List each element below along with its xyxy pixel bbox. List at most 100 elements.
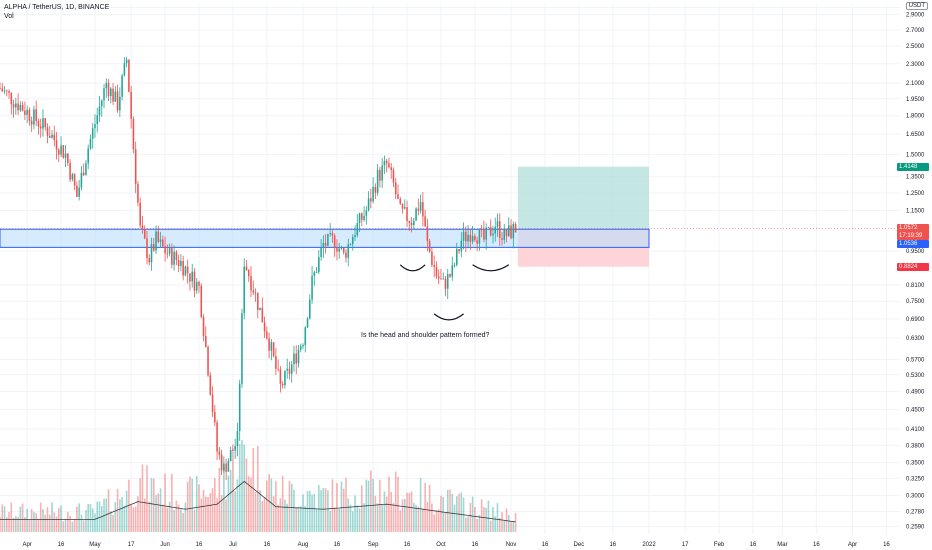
candle-countdown: 17:19:39 (899, 233, 923, 240)
candle-body (485, 227, 487, 240)
volume-bar (184, 502, 187, 532)
candle (487, 226, 490, 229)
candle (87, 144, 89, 170)
candle (46, 123, 49, 144)
candle-body (1, 88, 4, 92)
candle (302, 343, 304, 350)
candle-body (469, 234, 472, 242)
volume-bar (304, 506, 307, 532)
candle (236, 422, 239, 457)
volume-bar (480, 499, 483, 532)
volume-bar (8, 512, 10, 532)
candle-body (505, 228, 508, 237)
volume-bar (485, 507, 487, 532)
volume-bar (243, 444, 246, 532)
candle-body (297, 349, 300, 364)
candle-body (78, 187, 80, 197)
candle (467, 225, 469, 249)
candle-body (381, 165, 383, 181)
candle (440, 268, 442, 280)
candle-body (410, 222, 413, 226)
volume-bar (10, 502, 13, 532)
volume-bar (80, 514, 83, 532)
candle-body (309, 299, 311, 319)
candle (451, 256, 454, 281)
candle-body (39, 126, 42, 129)
volume-bar (252, 448, 255, 532)
candle-body (336, 248, 338, 252)
volume-bar (143, 498, 146, 532)
candle (227, 458, 230, 472)
candle-body (155, 231, 157, 251)
candle-body (12, 104, 15, 108)
volume-bar (152, 478, 155, 532)
candle-body (123, 63, 126, 76)
volume-bar (465, 517, 467, 532)
candle (345, 249, 347, 263)
candle (150, 237, 153, 271)
candle (324, 234, 327, 254)
volume-bar (37, 519, 40, 532)
volume-bar (200, 498, 203, 532)
candle (437, 269, 440, 285)
currency-badge[interactable]: USDT (905, 2, 928, 10)
candle-body (281, 383, 284, 386)
candle (67, 153, 69, 166)
volume-bar (320, 489, 322, 532)
candle-body (116, 91, 119, 111)
volume-bar (180, 509, 182, 532)
candle (125, 56, 128, 68)
candle-body (311, 275, 313, 300)
price-tick-label: 0.3000 (906, 493, 925, 499)
candle-body (119, 96, 121, 111)
candle-body (171, 247, 173, 265)
volume-bar (478, 514, 481, 532)
candle-body (146, 238, 148, 259)
volume-bar (259, 490, 261, 532)
candle (100, 99, 103, 117)
candle (0, 82, 1, 90)
candle (8, 89, 10, 99)
candle-body (209, 375, 212, 395)
candle-body (85, 163, 87, 176)
volume-bar (322, 487, 325, 532)
price-tick-label: 1.8000 (906, 114, 925, 120)
candle-body (327, 233, 329, 246)
candle-body (98, 106, 101, 116)
volume-bar (431, 503, 433, 532)
volume-bar (514, 513, 517, 532)
time-tick-label: 16 (334, 542, 341, 548)
candle-body (397, 194, 399, 199)
candle-body (53, 134, 56, 141)
volume-bar (510, 522, 512, 532)
volume-bar (191, 478, 194, 532)
candle (116, 84, 119, 113)
candle (417, 198, 420, 216)
candle-body (223, 463, 225, 471)
candle-body (354, 235, 356, 238)
candle-body (306, 318, 309, 328)
candle (299, 343, 302, 353)
candle (408, 220, 411, 232)
volume-bar (220, 495, 223, 532)
candle (114, 86, 117, 102)
candle (474, 233, 476, 242)
candle (374, 183, 377, 199)
volume-bar (333, 507, 336, 532)
candle-body (299, 346, 302, 350)
candle (17, 93, 19, 116)
time-tick-label: Apr (22, 542, 31, 548)
candle (139, 197, 141, 229)
volume-bar (123, 505, 126, 532)
candle (449, 273, 451, 278)
volume-bar (279, 498, 282, 532)
candle (184, 265, 187, 277)
volume-bar (435, 510, 438, 532)
volume-bar (270, 478, 273, 532)
candle (349, 242, 352, 246)
candle (28, 107, 31, 126)
candle (381, 157, 383, 189)
candle-body (141, 225, 144, 230)
candle-body (455, 249, 458, 266)
